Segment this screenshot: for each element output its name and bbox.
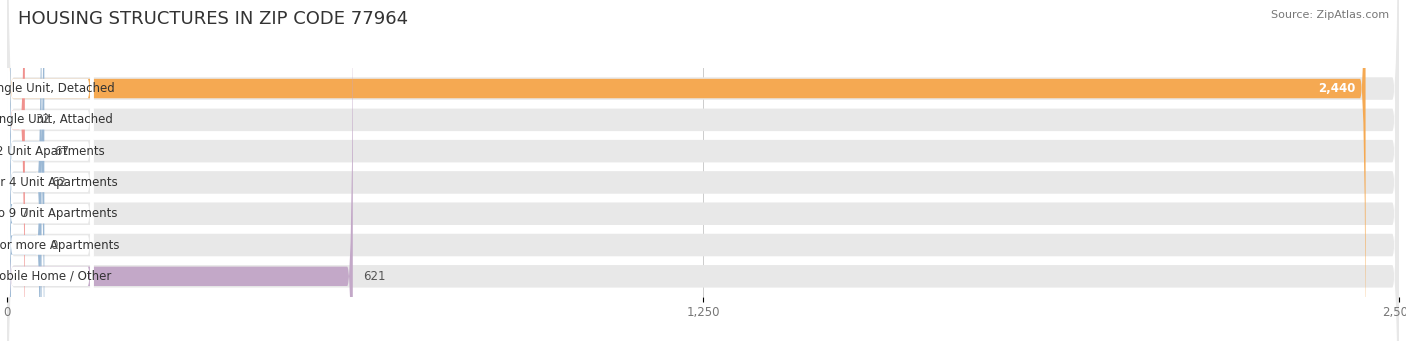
- Text: 2 Unit Apartments: 2 Unit Apartments: [0, 145, 104, 158]
- Text: 62: 62: [52, 176, 66, 189]
- FancyBboxPatch shape: [7, 0, 93, 341]
- Text: 0: 0: [51, 239, 58, 252]
- FancyBboxPatch shape: [7, 0, 1399, 341]
- FancyBboxPatch shape: [7, 0, 93, 341]
- Text: 67: 67: [55, 145, 69, 158]
- Text: 7: 7: [21, 207, 28, 220]
- Text: 2,440: 2,440: [1319, 82, 1355, 95]
- Text: Single Unit, Detached: Single Unit, Detached: [0, 82, 114, 95]
- Text: 3 or 4 Unit Apartments: 3 or 4 Unit Apartments: [0, 176, 118, 189]
- FancyBboxPatch shape: [7, 0, 1399, 341]
- Text: 5 to 9 Unit Apartments: 5 to 9 Unit Apartments: [0, 207, 118, 220]
- FancyBboxPatch shape: [7, 0, 1399, 341]
- FancyBboxPatch shape: [7, 0, 93, 341]
- FancyBboxPatch shape: [7, 0, 1399, 341]
- FancyBboxPatch shape: [7, 0, 1399, 341]
- FancyBboxPatch shape: [7, 0, 1365, 341]
- FancyBboxPatch shape: [7, 4, 41, 341]
- FancyBboxPatch shape: [7, 0, 42, 341]
- Text: Mobile Home / Other: Mobile Home / Other: [0, 270, 111, 283]
- FancyBboxPatch shape: [7, 0, 93, 341]
- FancyBboxPatch shape: [7, 0, 93, 341]
- FancyBboxPatch shape: [7, 0, 93, 341]
- FancyBboxPatch shape: [7, 0, 93, 341]
- Text: Single Unit, Attached: Single Unit, Attached: [0, 113, 112, 126]
- FancyBboxPatch shape: [6, 0, 13, 341]
- Text: 32: 32: [35, 113, 49, 126]
- Text: Source: ZipAtlas.com: Source: ZipAtlas.com: [1271, 10, 1389, 20]
- FancyBboxPatch shape: [7, 0, 45, 341]
- FancyBboxPatch shape: [7, 0, 1399, 341]
- FancyBboxPatch shape: [7, 0, 25, 341]
- Text: 10 or more Apartments: 10 or more Apartments: [0, 239, 120, 252]
- FancyBboxPatch shape: [7, 0, 1399, 341]
- FancyBboxPatch shape: [7, 0, 353, 341]
- Text: 621: 621: [363, 270, 385, 283]
- Text: HOUSING STRUCTURES IN ZIP CODE 77964: HOUSING STRUCTURES IN ZIP CODE 77964: [18, 10, 408, 28]
